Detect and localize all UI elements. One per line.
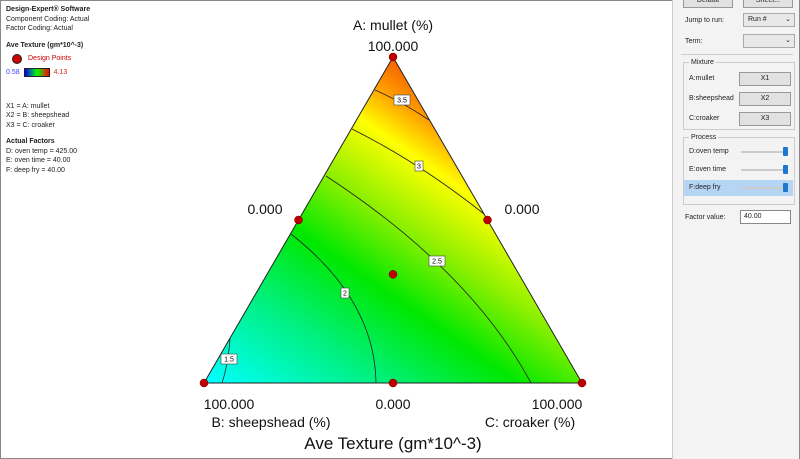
contour-label: 1.5: [224, 357, 234, 364]
factor-e: E: oven time = 40.00: [6, 157, 71, 164]
vertex-label-a: A: mullet (%): [353, 17, 433, 33]
design-points-label: Design Points: [28, 55, 72, 63]
control-panel: Default Sheet... Jump to run: Run # ⌄ Ter…: [672, 0, 799, 459]
design-point[interactable]: [483, 215, 492, 225]
term-select[interactable]: ⌄: [743, 34, 795, 48]
design-point[interactable]: [199, 378, 209, 388]
default-button[interactable]: Default: [683, 0, 733, 8]
contour-label-box: [393, 94, 411, 106]
x-axis-title: Ave Texture (gm*10^-3): [304, 434, 481, 453]
legend: Design-Expert® Software Component Coding…: [6, 5, 90, 175]
process-label: E:oven time: [689, 166, 726, 173]
actual-factors-title: Actual Factors: [6, 138, 55, 145]
tick-right-edge: 0.000: [504, 201, 539, 217]
component-coding: Component Coding: Actual: [6, 15, 90, 23]
process-title: Process: [689, 134, 719, 141]
color-scale-bar: [23, 68, 50, 78]
sheet-button[interactable]: Sheet...: [743, 0, 793, 8]
vertex-label-c: C: croaker (%): [485, 414, 575, 430]
mixture-button[interactable]: X3: [739, 112, 791, 126]
tick-bottom: 0.000: [375, 396, 410, 412]
mixture-label: A:mullet: [689, 75, 715, 82]
vertex-label-b: B: sheepshead (%): [211, 414, 330, 430]
selected-row-highlight: [684, 180, 793, 196]
response-surface: [203, 56, 583, 384]
mixture-button[interactable]: X1: [739, 72, 791, 86]
slider-thumb[interactable]: [783, 165, 788, 174]
term-label: Term:: [685, 38, 703, 45]
tick-left-edge: 0.000: [247, 201, 282, 217]
factor-value-input[interactable]: 40.00: [740, 210, 791, 224]
factor-d: D: oven temp = 425.00: [6, 147, 78, 155]
contour-label: 3: [417, 164, 421, 171]
design-point[interactable]: [388, 378, 398, 388]
ternary-plot[interactable]: 1.522.533.5 A: mullet (%) 100.000 0.000 …: [0, 0, 672, 459]
design-point[interactable]: [388, 270, 398, 279]
factor-f: F: deep fry = 40.00: [6, 166, 65, 174]
contour-label: 2.5: [432, 259, 442, 266]
mixture-title: Mixture: [689, 59, 716, 66]
contour-label: 2: [343, 291, 347, 298]
x1-def: X1 = A: mullet: [6, 102, 50, 110]
tick-right: 100.000: [532, 396, 583, 412]
chevron-down-icon: ⌄: [785, 37, 791, 44]
contour-line-2.5: [325, 175, 532, 384]
jump-to-run-select[interactable]: Run # ⌄: [743, 13, 795, 27]
contour-label-box: [414, 160, 424, 172]
factor-value-label: Factor value:: [685, 214, 726, 221]
x2-def: X2 = B: sheepshead: [6, 112, 70, 119]
process-group: [683, 137, 795, 205]
mixture-button[interactable]: X2: [739, 92, 791, 106]
process-label: F:deep fry: [689, 184, 721, 191]
factor-slider[interactable]: [741, 151, 785, 153]
mixture-group: [683, 62, 795, 130]
design-point[interactable]: [388, 52, 398, 62]
process-label: D:oven temp: [689, 148, 729, 155]
slider-thumb[interactable]: [783, 147, 788, 156]
chevron-down-icon: ⌄: [785, 16, 791, 23]
design-point-icon: [12, 54, 22, 64]
mixture-label: C:croaker: [689, 115, 720, 122]
divider: [681, 54, 793, 55]
jump-label: Jump to run:: [685, 17, 724, 24]
contour-label: 3.5: [397, 98, 407, 105]
jump-value: Run #: [748, 16, 767, 23]
scale-max: 4.13: [53, 69, 68, 76]
tick-top: 100.000: [368, 38, 419, 54]
contour-label-box: [428, 255, 446, 267]
tick-left: 100.000: [204, 396, 255, 412]
mixture-label: B:sheepshead: [689, 95, 734, 102]
factor-coding: Factor Coding: Actual: [6, 25, 73, 32]
x3-def: X3 = C: croaker: [6, 121, 55, 129]
slider-thumb[interactable]: [783, 183, 788, 192]
factor-slider[interactable]: [741, 187, 785, 189]
contour-label-box: [220, 353, 238, 365]
factor-slider[interactable]: [741, 169, 785, 171]
design-point[interactable]: [294, 215, 303, 225]
design-point[interactable]: [577, 378, 587, 388]
software-title: Design-Expert® Software: [6, 6, 91, 13]
contour-label-box: [340, 287, 350, 299]
scale-min: 0.58: [6, 69, 20, 76]
contour-line-2: [290, 233, 377, 384]
response-name: Ave Texture (gm*10^-3): [6, 41, 84, 49]
